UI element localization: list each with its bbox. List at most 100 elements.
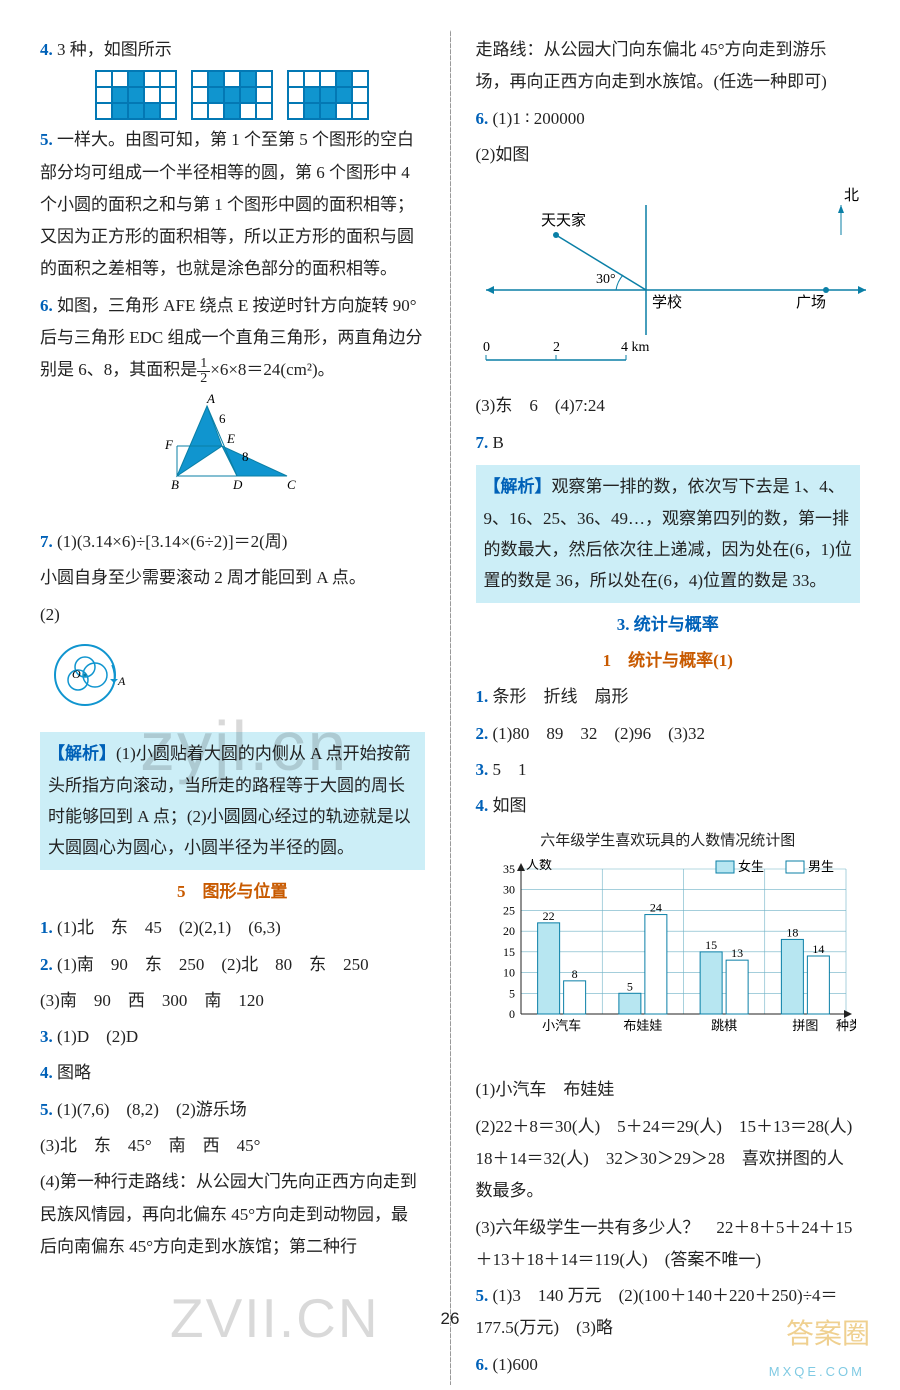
svg-text:22: 22 xyxy=(542,909,554,923)
r-q6b: (3)东 6 (4)7:24 xyxy=(476,390,861,422)
right-column: 走路线：从公园大门向东偏北 45°方向走到游乐场，再向正西方向走到水族馆。(任选… xyxy=(476,30,861,1385)
map-svg: 天天家 30° 学校 广场 北 0 2 4 km xyxy=(476,175,876,375)
svg-text:6: 6 xyxy=(219,411,226,426)
s5q5-3: (4)第一种行走路线：从公园大门先向正西方向走到民族风情园，再向北偏东 45°方… xyxy=(40,1166,425,1263)
svg-text:F: F xyxy=(164,437,174,452)
svg-text:布娃娃: 布娃娃 xyxy=(623,1018,662,1033)
svg-text:30°: 30° xyxy=(596,272,616,287)
qnum: 4. xyxy=(40,40,53,59)
q7-2: 小圆自身至少需要滚动 2 周才能回到 A 点。 xyxy=(40,562,425,594)
analysis-box-2: 【解析】观察第一排的数，依次写下去是 1、4、9、16、25、36、49…，观察… xyxy=(476,465,861,603)
svg-text:0: 0 xyxy=(509,1007,515,1021)
svg-text:人数: 人数 xyxy=(526,859,552,872)
watermark-logo: 答案圈 xyxy=(786,1307,870,1360)
svg-text:学校: 学校 xyxy=(652,294,682,311)
s5q5-1: 5. (1)(7,6) (8,2) (2)游乐场 xyxy=(40,1094,425,1126)
q4b: (2)22＋8＝30(人) 5＋24＝29(人) 15＋13＝28(人) 18＋… xyxy=(476,1111,861,1208)
svg-text:E: E xyxy=(226,431,235,446)
svg-text:广场: 广场 xyxy=(796,294,826,311)
section-3-title: 3. 统计与概率 xyxy=(476,609,861,641)
map-figure: 天天家 30° 学校 广场 北 0 2 4 km xyxy=(476,175,861,386)
circle-svg: O A xyxy=(40,635,140,715)
circle-figure: O A xyxy=(40,635,425,726)
svg-text:15: 15 xyxy=(705,938,717,952)
svg-text:拼图: 拼图 xyxy=(792,1018,818,1033)
chart-title: 六年级学生喜欢玩具的人数情况统计图 xyxy=(476,827,861,856)
svg-text:14: 14 xyxy=(812,942,824,956)
r-q7: 7. B xyxy=(476,427,861,459)
svg-text:B: B xyxy=(171,477,179,492)
s5q1: 1. (1)北 东 45 (2)(2,1) (6,3) xyxy=(40,912,425,944)
svg-text:种类: 种类 xyxy=(836,1018,856,1033)
page: 4. 3 种，如图所示 5. 一样大。由图可知，第 1 个至第 5 个图形的空白… xyxy=(0,0,900,1385)
svg-text:小汽车: 小汽车 xyxy=(542,1018,581,1033)
r-q6-1: 6. (1)1 ∶ 200000 xyxy=(476,103,861,135)
q5: 5. 一样大。由图可知，第 1 个至第 5 个图形的空白部分均可组成一个半径相等… xyxy=(40,124,425,285)
q7-3: (2) xyxy=(40,599,425,631)
s5q2-2: (3)南 90 西 300 南 120 xyxy=(40,985,425,1017)
s5q2-1: 2. (1)南 90 东 250 (2)北 80 东 250 xyxy=(40,949,425,981)
qnum: 6. xyxy=(40,296,53,315)
section-5-title: 5 图形与位置 xyxy=(40,876,425,908)
svg-text:25: 25 xyxy=(503,904,515,918)
r-q6-2: (2)如图 xyxy=(476,139,861,171)
svg-text:15: 15 xyxy=(503,945,515,959)
svg-text:D: D xyxy=(232,477,243,492)
s5q5-2: (3)北 东 45° 南 西 45° xyxy=(40,1130,425,1162)
svg-text:20: 20 xyxy=(503,924,515,938)
svg-text:女生: 女生 xyxy=(738,859,764,874)
q7-1: 7. (1)(3.14×6)÷[3.14×(6÷2)]＝2(周) xyxy=(40,526,425,558)
cont: 走路线：从公园大门向东偏北 45°方向走到游乐场，再向正西方向走到水族馆。(任选… xyxy=(476,34,861,99)
grid xyxy=(191,70,273,120)
grid-figures xyxy=(40,70,425,120)
q4c: (3)六年级学生一共有多少人？ 22＋8＋5＋24＋15＋13＋18＋14＝11… xyxy=(476,1212,861,1277)
svg-text:A: A xyxy=(206,391,215,406)
q4a: (1)小汽车 布娃娃 xyxy=(476,1074,861,1106)
bar-chart: 0 5 10 15 20 25 30 35 22 8 小汽车 5 24 布娃娃 15 13 跳棋 18 14 拼图 人数… xyxy=(476,859,861,1070)
svg-text:13: 13 xyxy=(731,946,743,960)
svg-text:10: 10 xyxy=(503,966,515,980)
analysis-label: 【解析】 xyxy=(484,477,552,496)
svg-text:8: 8 xyxy=(242,449,249,464)
analysis-label: 【解析】 xyxy=(48,744,116,763)
s3q1: 1. 条形 折线 扇形 xyxy=(476,681,861,713)
svg-text:0: 0 xyxy=(483,340,490,355)
svg-text:8: 8 xyxy=(571,967,577,981)
s3q3: 3. 5 1 xyxy=(476,754,861,786)
svg-text:北: 北 xyxy=(844,187,859,204)
svg-text:O: O xyxy=(72,667,81,681)
triangle-figure: A F E B D C 6 8 xyxy=(40,391,425,522)
svg-text:跳棋: 跳棋 xyxy=(711,1018,737,1033)
q6-text-b: ×6×8＝24(cm²)。 xyxy=(210,360,334,379)
svg-text:24: 24 xyxy=(649,901,661,915)
svg-text:男生: 男生 xyxy=(808,859,834,874)
q6: 6. 如图，三角形 AFE 绕点 E 按逆时针方向旋转 90°后与三角形 EDC… xyxy=(40,290,425,387)
svg-text:18: 18 xyxy=(786,926,798,940)
page-number: 26 xyxy=(0,1303,900,1335)
grid xyxy=(95,70,177,120)
analysis-box: 【解析】(1)小圆贴着大圆的内侧从 A 点开始按箭头所指方向滚动，当所走的路程等… xyxy=(40,732,425,870)
s3q4: 4. 如图 xyxy=(476,790,861,822)
s5q4: 4. 图略 xyxy=(40,1057,425,1089)
grid xyxy=(287,70,369,120)
triangle-svg: A F E B D C 6 8 xyxy=(147,391,317,511)
svg-text:35: 35 xyxy=(503,862,515,876)
s5q3: 3. (1)D (2)D xyxy=(40,1021,425,1053)
svg-text:4 km: 4 km xyxy=(621,340,650,355)
svg-text:5: 5 xyxy=(626,979,632,993)
qnum: 5. xyxy=(40,130,53,149)
watermark-url: MXQE.COM xyxy=(769,1360,865,1385)
svg-text:30: 30 xyxy=(503,883,515,897)
svg-text:2: 2 xyxy=(553,340,560,355)
svg-text:A: A xyxy=(117,674,126,688)
s3q2: 2. (1)80 89 32 (2)96 (3)32 xyxy=(476,718,861,750)
section-3-sub: 1 统计与概率(1) xyxy=(476,645,861,677)
svg-text:天天家: 天天家 xyxy=(541,212,586,229)
qnum: 7. xyxy=(40,532,53,551)
svg-text:5: 5 xyxy=(509,986,515,1000)
q5-text: 一样大。由图可知，第 1 个至第 5 个图形的空白部分均可组成一个半径相等的圆，… xyxy=(40,130,414,278)
column-divider xyxy=(450,30,451,1385)
q4: 4. 3 种，如图所示 xyxy=(40,34,425,66)
q4-text: 3 种，如图所示 xyxy=(57,40,172,59)
left-column: 4. 3 种，如图所示 5. 一样大。由图可知，第 1 个至第 5 个图形的空白… xyxy=(40,30,425,1385)
